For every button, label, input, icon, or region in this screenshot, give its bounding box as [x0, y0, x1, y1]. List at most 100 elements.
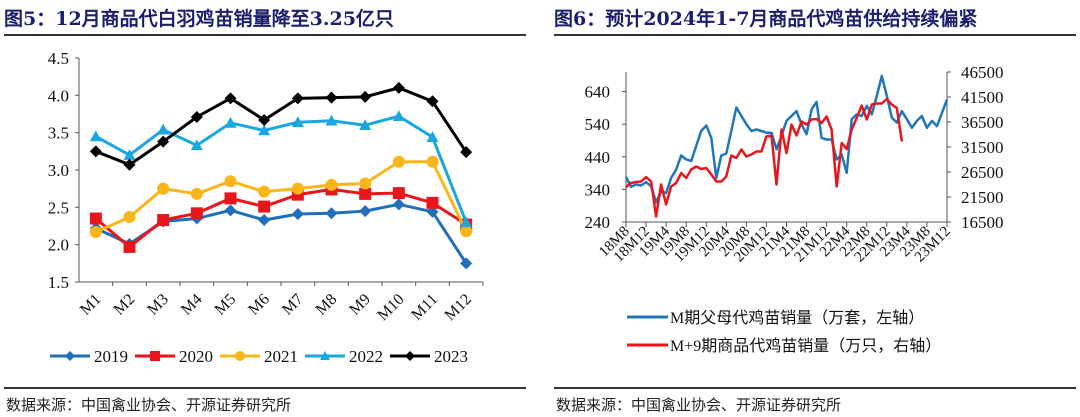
legend-label: M+9期商品代鸡苗销量（万只，右轴） [670, 337, 941, 355]
data-point-2019 [258, 214, 271, 227]
x-tick-label: M6 [245, 291, 273, 319]
series-line-commercial [625, 97, 904, 218]
right-y-tick-label: 16500 [961, 213, 1004, 232]
data-point-2022 [325, 114, 338, 126]
data-point-2022 [291, 116, 304, 128]
x-tick-label: M1 [77, 291, 105, 319]
right-y-tick-label: 26500 [961, 163, 1004, 182]
legend-label: 2019 [94, 347, 128, 366]
x-tick-label: M8 [313, 291, 341, 319]
figure-6-source: 数据来源：中国禽业协会、开源证券研究所 [556, 396, 842, 414]
chart-figure-5: 1.52.02.53.03.54.04.5M1 M2 M3 M4 M5 M6 M7 M8 M9 M… [48, 49, 484, 366]
data-point-2021 [190, 187, 203, 200]
x-tick-label: M3 [144, 291, 172, 319]
x-tick-label: M10 [374, 291, 407, 324]
y-tick-label: 2.0 [48, 236, 69, 255]
data-point-2019 [325, 207, 338, 220]
data-point-2020 [392, 187, 405, 200]
data-point-2021 [224, 175, 237, 188]
data-point-2021 [258, 185, 271, 198]
data-point-2021 [291, 182, 304, 195]
data-point-2023 [426, 95, 439, 108]
data-point-2022 [258, 124, 271, 136]
data-point-2021 [359, 177, 372, 190]
y-tick-label: 4.5 [48, 49, 69, 68]
y-tick-label: 2.5 [48, 198, 69, 217]
data-point-2019 [224, 204, 237, 217]
data-point-2023 [359, 90, 372, 103]
data-point-2021 [426, 155, 439, 168]
data-point-2021 [123, 211, 136, 224]
data-point-2023 [190, 110, 203, 123]
data-point-2022 [392, 110, 405, 122]
x-tick-label: M7 [279, 291, 307, 319]
legend-marker-2019 [65, 351, 75, 361]
y-tick-label: 4.0 [48, 86, 69, 105]
data-point-2019 [460, 257, 473, 270]
data-point-2022 [359, 119, 372, 130]
data-point-2023 [291, 92, 304, 105]
data-point-2023 [224, 92, 237, 105]
figure-5-source: 数据来源：中国禽业协会、开源证券研究所 [6, 396, 292, 414]
data-point-2019 [392, 198, 405, 211]
data-point-2022 [89, 130, 102, 142]
data-point-2020 [123, 240, 136, 253]
data-point-2023 [157, 135, 170, 148]
x-tick-label: M2 [111, 291, 139, 319]
data-point-2022 [123, 149, 136, 160]
data-point-2021 [460, 225, 473, 238]
series-line-parent-stock [624, 74, 949, 204]
data-point-2021 [89, 225, 102, 238]
x-tick-label: M5 [212, 291, 240, 319]
data-point-2022 [190, 139, 203, 151]
x-tick-label: M11 [408, 291, 441, 324]
series-line-2019 [95, 202, 468, 265]
legend-label: 2020 [179, 347, 213, 366]
legend-label: 2022 [349, 347, 383, 366]
right-y-tick-label: 41500 [961, 88, 1004, 107]
title-divider [554, 34, 1076, 36]
y-tick-label: 3.0 [48, 161, 69, 180]
data-point-2019 [291, 208, 304, 221]
data-point-2022 [224, 116, 237, 128]
series-line-2023 [95, 86, 468, 167]
y-tick-label: 3.5 [48, 124, 69, 143]
data-point-2022 [460, 216, 473, 228]
left-y-tick-label: 340 [585, 180, 611, 199]
data-point-2023 [89, 145, 102, 158]
left-y-tick-label: 440 [585, 148, 611, 167]
data-point-2021 [392, 155, 405, 168]
source-divider [554, 387, 1076, 389]
figure-6-panel: 图6：预计2024年1-7月商品代鸡苗供给持续偏紧 240 340 440 540 64… [550, 0, 1080, 417]
data-point-2020 [190, 207, 203, 220]
data-point-2019 [359, 205, 372, 218]
title-divider [4, 34, 526, 36]
source-divider [4, 387, 526, 389]
y-tick-label: 1.5 [48, 273, 69, 292]
right-y-tick-label: 31500 [961, 138, 1004, 157]
legend-marker-2021 [235, 351, 245, 361]
data-point-2023 [325, 91, 338, 104]
data-point-2023 [123, 158, 136, 171]
data-point-2022 [426, 131, 439, 142]
data-point-2020 [258, 200, 271, 213]
legend-marker-2023 [405, 351, 415, 361]
figure-6-title: 图6：预计2024年1-7月商品代鸡苗供给持续偏紧 [554, 8, 978, 30]
data-point-2023 [460, 146, 473, 159]
data-point-2021 [157, 182, 170, 195]
data-point-2020 [224, 192, 237, 205]
legend-label: 2023 [434, 347, 468, 366]
x-tick-label: M9 [346, 291, 374, 319]
left-y-tick-label: 540 [585, 115, 611, 134]
chart-figure-6: 240 340 440 540 640 16500 21500 26500 31500 36500… [585, 63, 1004, 355]
right-y-tick-label: 21500 [961, 188, 1004, 207]
data-point-2020 [359, 187, 372, 200]
data-point-2020 [89, 212, 102, 225]
x-tick-label: M12 [442, 291, 475, 324]
right-y-tick-label: 46500 [961, 63, 1004, 82]
legend-marker-2022 [320, 351, 330, 360]
data-point-2020 [157, 214, 170, 227]
right-y-tick-label: 36500 [961, 113, 1004, 132]
data-point-2022 [157, 123, 170, 135]
left-y-tick-label: 640 [585, 83, 611, 102]
